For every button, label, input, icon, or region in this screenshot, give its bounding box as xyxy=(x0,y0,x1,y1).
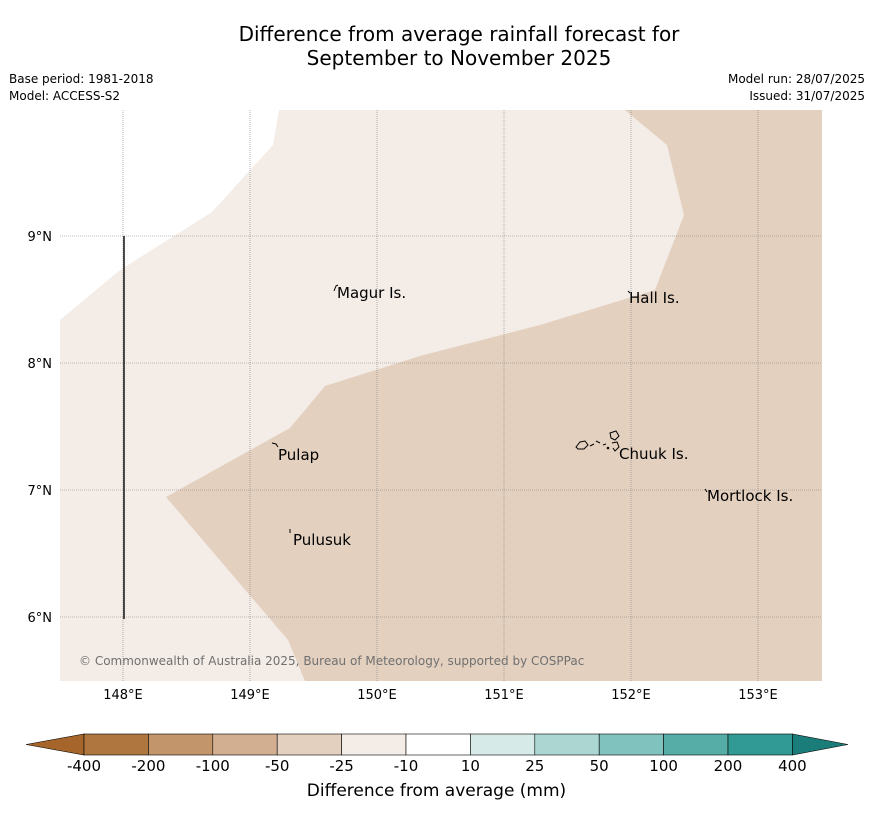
colorbar-tick-label: -200 xyxy=(131,757,166,775)
place-label-magur: Magur Is. xyxy=(337,284,406,302)
hall-island-shape xyxy=(627,290,631,294)
colorbar-segment xyxy=(405,733,471,756)
band-dark-region xyxy=(166,110,822,681)
colorbar-tick-label: 200 xyxy=(713,757,743,775)
colorbar-tick-label: 400 xyxy=(778,757,807,775)
lon-label-153: 153°E xyxy=(738,688,778,703)
map-title: Difference from average rainfall forecas… xyxy=(0,22,873,70)
colorbar-tick-label: -25 xyxy=(329,757,354,775)
map-title-line-1: Difference from average rainfall forecas… xyxy=(238,22,680,46)
island-outlines xyxy=(271,284,708,533)
colorbar-segment xyxy=(663,733,729,756)
map-title-line-2: September to November 2025 xyxy=(306,46,612,70)
lat-label-9n: 9°N xyxy=(28,230,53,245)
colorbar-segment xyxy=(341,733,407,756)
place-label-hall: Hall Is. xyxy=(629,289,680,307)
colorbar-tick-label: -50 xyxy=(264,757,290,775)
info-left: Base period: 1981-2018 Model: ACCESS-S2 xyxy=(9,71,154,105)
pulap-island-shape xyxy=(271,442,279,448)
colorbar-tick-label: 10 xyxy=(460,757,480,775)
lon-label-152: 152°E xyxy=(611,688,651,703)
place-label-pulusuk: Pulusuk xyxy=(293,531,351,549)
colorbar xyxy=(25,733,849,756)
colorbar-arrow-left xyxy=(25,733,85,756)
colorbar-segment xyxy=(534,733,600,756)
info-right: Model run: 28/07/2025 Issued: 31/07/2025 xyxy=(728,71,865,105)
colorbar-segment xyxy=(148,733,214,756)
colorbar-tick-label: -400 xyxy=(66,757,102,775)
magur-island-shape xyxy=(333,284,339,292)
colorbar-segment xyxy=(212,733,278,756)
colorbar-tick-label: -100 xyxy=(195,757,230,775)
lon-label-149: 149°E xyxy=(230,688,270,703)
chuuk-island-shapes xyxy=(575,430,620,452)
colorbar-segment xyxy=(83,733,149,756)
colorbar-arrow-right xyxy=(792,733,849,756)
colorbar-tick-label: 50 xyxy=(589,757,609,775)
colorbar-segment xyxy=(470,733,536,756)
place-label-chuuk: Chuuk Is. xyxy=(619,445,688,463)
colorbar-tick-label: 100 xyxy=(649,757,678,775)
base-period-text: Base period: 1981-2018 xyxy=(9,72,154,86)
band-white-region xyxy=(60,110,279,320)
lat-label-7n: 7°N xyxy=(28,484,53,499)
colorbar-tick-label: 25 xyxy=(525,757,545,775)
issued-text: Issued: 31/07/2025 xyxy=(749,89,865,103)
lon-label-148: 148°E xyxy=(103,688,143,703)
lon-label-151: 151°E xyxy=(484,688,524,703)
colorbar-segment xyxy=(727,733,793,756)
lat-label-8n: 8°N xyxy=(28,357,53,372)
copyright-text: © Commonwealth of Australia 2025, Bureau… xyxy=(79,654,584,668)
place-label-mortlock: Mortlock Is. xyxy=(707,487,793,505)
colorbar-title: Difference from average (mm) xyxy=(306,781,567,801)
latitude-gridlines xyxy=(60,235,822,618)
place-label-pulap: Pulap xyxy=(278,446,319,464)
mortlock-island-shape xyxy=(704,488,708,493)
lon-label-150: 150°E xyxy=(357,688,397,703)
model-text: Model: ACCESS-S2 xyxy=(9,89,121,103)
lat-label-6n: 6°N xyxy=(28,611,53,626)
colorbar-segment xyxy=(276,733,342,756)
colorbar-tick-label: -10 xyxy=(393,757,419,775)
colorbar-segment xyxy=(598,733,664,756)
model-run-text: Model run: 28/07/2025 xyxy=(727,72,865,86)
